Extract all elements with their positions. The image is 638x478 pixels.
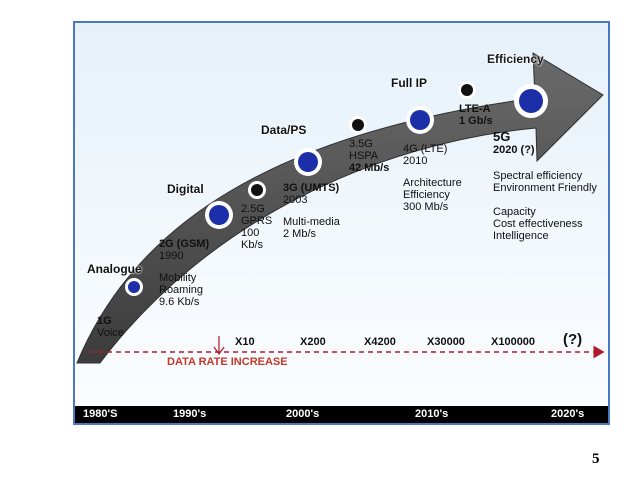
gen-5g-feature: Intelligence — [493, 230, 549, 242]
multiplier-x100000: X100000 — [491, 336, 536, 348]
era-digital: Digital — [167, 182, 204, 196]
gen-5g: 5G 2020 (?) Spectral efficiency Environm… — [493, 129, 597, 243]
gen-4g: 4G (LTE) 2010 Architecture Efficiency 30… — [403, 143, 462, 213]
gen-2g-year: 1990 — [159, 250, 184, 262]
gen-5g-name: 5G — [493, 129, 511, 144]
multiplier-unknown: (?) — [563, 331, 583, 348]
gen-2g: 2G (GSM) 1990 Mobility Roaming 9.6 Kb/s — [159, 238, 209, 308]
multiplier-x200: X200 — [300, 336, 326, 348]
gen-3-5g-line: 42 Mb/s — [349, 162, 390, 174]
gen-4g-feature: Efficiency — [403, 189, 450, 201]
evolution-arrow — [76, 52, 604, 364]
gen-lte-a: LTE-A 1 Gb/s — [459, 103, 493, 127]
gen-4g-year: 2010 — [403, 155, 428, 167]
evolution-diagram — [76, 52, 605, 364]
gen-1g: 1G Voice — [97, 315, 124, 339]
timeline-1990s: 1990's — [173, 408, 207, 420]
gen-3-5g-line: 3.5G — [349, 138, 373, 150]
timeline-2000s: 2000's — [286, 408, 320, 420]
gen-5g-year: 2020 (?) — [493, 144, 535, 156]
gen-3-5g: 3.5G HSPA 42 Mb/s — [349, 138, 389, 174]
multiplier-x10: X10 — [235, 336, 255, 348]
gen-3g: 3G (UMTS) 2003 Multi-media 2 Mb/s — [283, 182, 340, 240]
gen-2-5g-line: 2.5G — [241, 203, 265, 215]
era-full-ip: Full IP — [391, 76, 427, 90]
slide: Analogue Digital Data/PS Full IP Efficie… — [73, 21, 610, 425]
gen-2g-feature: Mobility — [159, 272, 197, 284]
timeline-2020s: 2020's — [551, 408, 585, 420]
gen-2g-name: 2G (GSM) — [159, 238, 210, 250]
gen-5g-feature: Spectral efficiency — [493, 170, 583, 182]
gen-2-5g-line: 100 — [241, 227, 260, 239]
gen-2-5g: 2.5G GPRS 100 Kb/s — [241, 203, 272, 251]
gen-2-5g-line: GPRS — [241, 215, 273, 227]
gen-2g-feature: 9.6 Kb/s — [159, 296, 200, 308]
slide-number: 5 — [592, 451, 600, 467]
gen-4g-feature: 300 Mb/s — [403, 201, 449, 213]
gen-lte-a-line: LTE-A — [459, 103, 491, 115]
gen-2-5g-line: Kb/s — [241, 239, 264, 251]
data-rate-label: DATA RATE INCREASE — [167, 356, 288, 368]
gen-3-5g-line: HSPA — [349, 150, 379, 162]
gen-3g-year: 2003 — [283, 194, 308, 206]
gen-3g-feature: Multi-media — [283, 216, 340, 228]
gen-1g-name: 1G — [97, 315, 112, 327]
multiplier-x4200: X4200 — [364, 336, 396, 348]
gen-lte-a-line: 1 Gb/s — [459, 115, 493, 127]
timeline-1980s: 1980'S — [83, 408, 118, 420]
gen-5g-feature: Environment Friendly — [493, 182, 597, 194]
gen-5g-feature: Cost effectiveness — [493, 218, 583, 230]
era-efficiency: Efficiency — [487, 52, 544, 66]
decade-timeline: 1980'S 1990's 2000's 2010's 2020's — [75, 406, 608, 423]
gen-4g-feature: Architecture — [403, 177, 462, 189]
multiplier-x30000: X30000 — [427, 336, 465, 348]
gen-1g-feature: Voice — [97, 327, 124, 339]
gen-3g-name: 3G (UMTS) — [283, 182, 340, 194]
gen-4g-name: 4G (LTE) — [403, 143, 448, 155]
era-analogue: Analogue — [87, 262, 142, 276]
timeline-2010s: 2010's — [415, 408, 449, 420]
gen-2g-feature: Roaming — [159, 284, 204, 296]
gen-3g-feature: 2 Mb/s — [283, 228, 317, 240]
gen-5g-feature: Capacity — [493, 206, 536, 218]
era-data-ps: Data/PS — [261, 123, 307, 137]
